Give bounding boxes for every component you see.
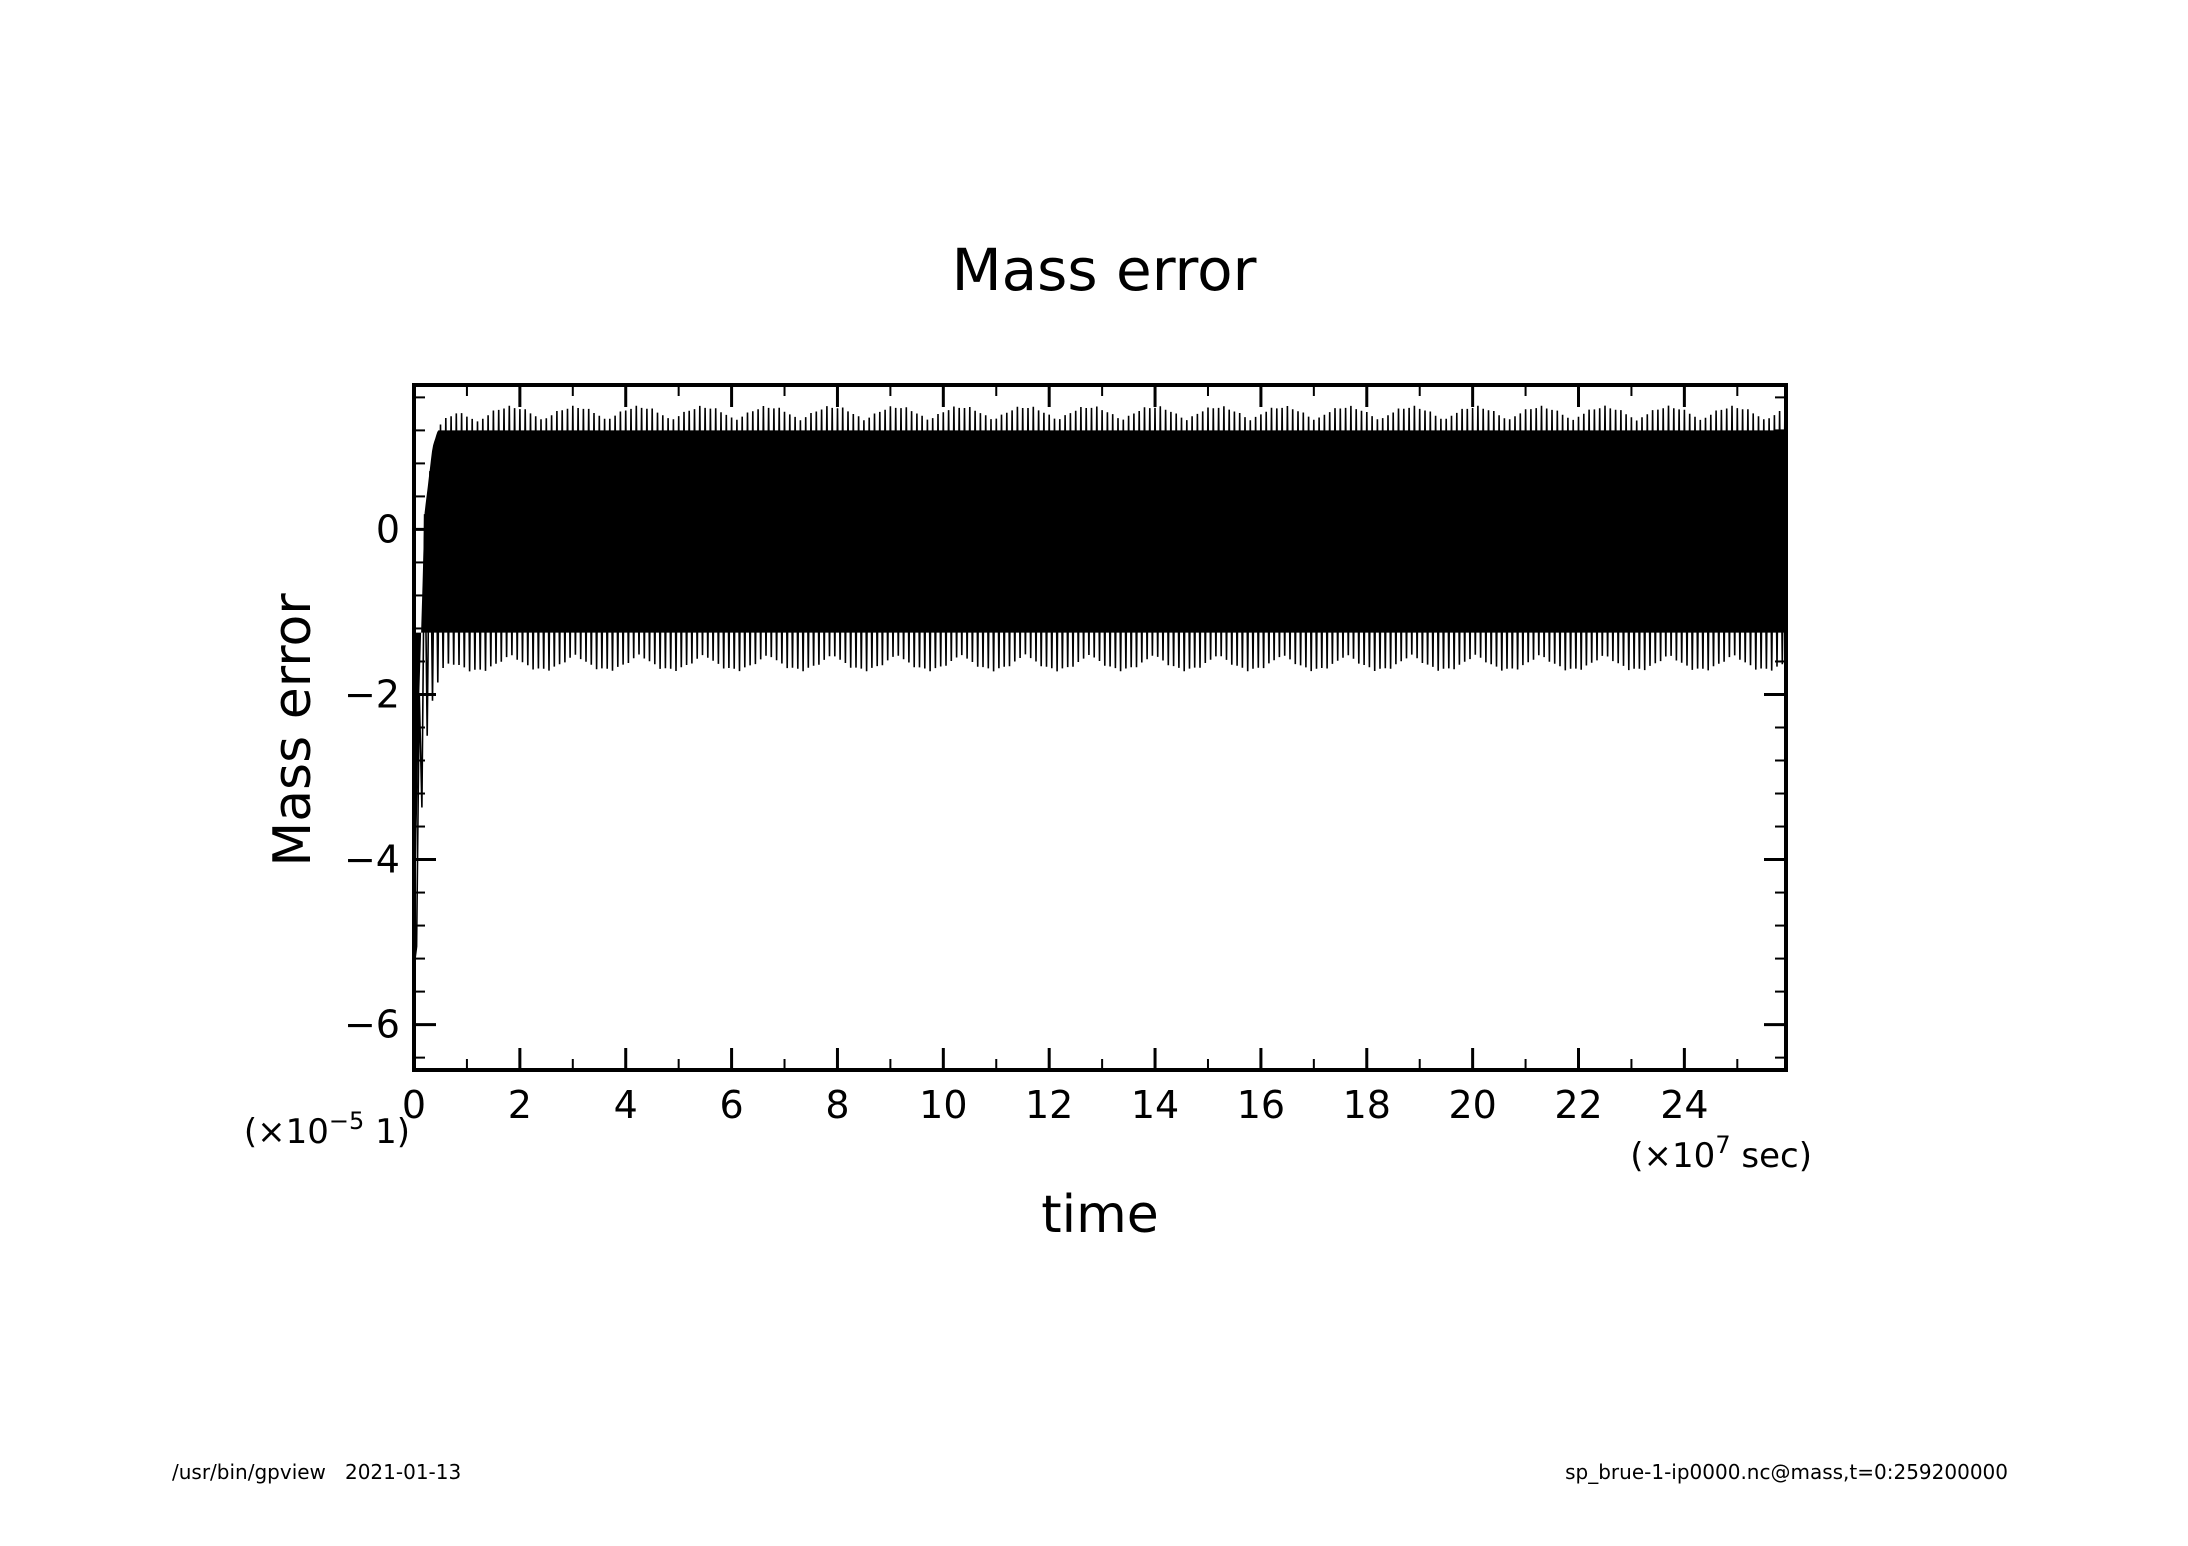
x-tick-label: 24 [1660,1083,1708,1127]
x-tick-label: 18 [1343,1083,1391,1127]
footer-right-info: sp_brue-1-ip0000.nc@mass,t=0:259200000 [1565,1460,2008,1484]
x-tick-label: 20 [1448,1083,1496,1127]
x-tick-label: 8 [825,1083,849,1127]
x-axis-label: time [1041,1185,1158,1245]
footer-left-info: /usr/bin/gpview 2021-01-13 [172,1460,462,1484]
y-axis-label: Mass error [263,593,323,867]
data-series [413,405,1786,967]
axes: 0 2 4 6 8 10 12 14 16 18 20 22 24−6−4−20 [344,385,1786,1127]
chart-title: Mass error [952,236,1257,304]
x-tick-label: 0 [402,1083,426,1127]
y-tick-label: 0 [376,507,400,551]
series-line [413,405,1786,967]
x-tick-label: 12 [1025,1083,1073,1127]
y-scale-label: (×10−5 1) [244,1107,410,1152]
x-tick-label: 6 [719,1083,743,1127]
x-tick-label: 16 [1237,1083,1285,1127]
x-tick-label: 10 [919,1083,967,1127]
y-tick-label: −4 [344,838,400,882]
x-tick-label: 2 [508,1083,532,1127]
x-tick-label: 4 [614,1083,638,1127]
y-tick-label: −6 [344,1003,400,1047]
x-scale-label: (×107 sec) [1630,1131,1812,1176]
x-tick-label: 14 [1131,1083,1179,1127]
x-tick-label: 22 [1554,1083,1602,1127]
y-tick-label: −2 [344,672,400,716]
